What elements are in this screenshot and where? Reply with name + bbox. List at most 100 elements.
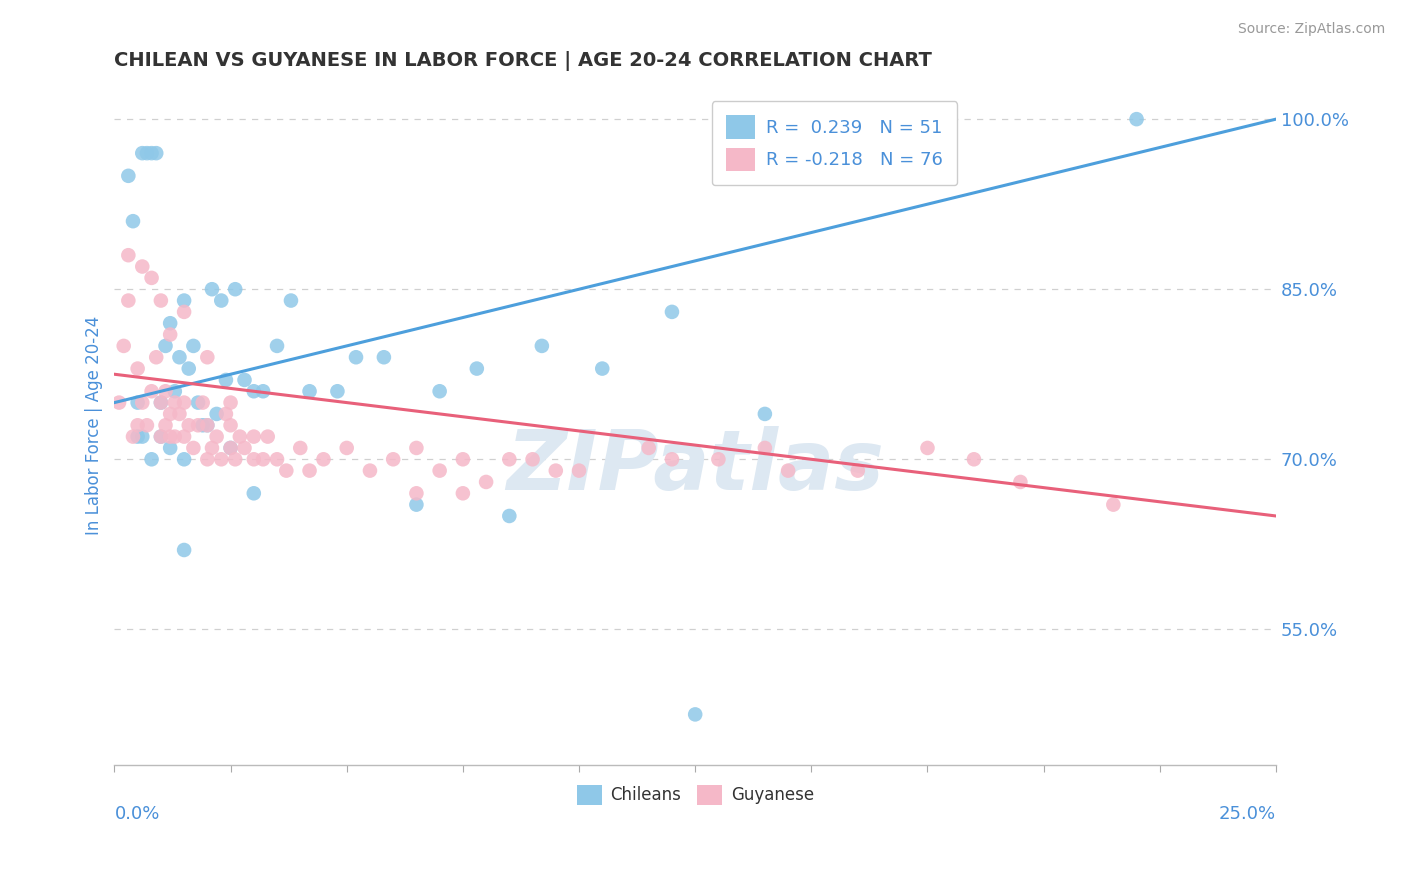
Point xyxy=(219,441,242,455)
Point xyxy=(754,441,776,455)
Point xyxy=(209,293,232,308)
Point xyxy=(846,464,869,478)
Point xyxy=(707,452,730,467)
Point xyxy=(233,373,256,387)
Point xyxy=(149,395,172,409)
Point xyxy=(429,464,451,478)
Point xyxy=(159,327,181,342)
Point xyxy=(127,429,149,443)
Point xyxy=(963,452,986,467)
Point xyxy=(183,339,205,353)
Point xyxy=(159,407,181,421)
Point xyxy=(145,146,167,161)
Point xyxy=(465,361,488,376)
Point xyxy=(205,429,228,443)
Point xyxy=(312,452,335,467)
Point xyxy=(173,305,195,319)
Point xyxy=(215,373,238,387)
Point xyxy=(177,361,200,376)
Point xyxy=(243,384,266,399)
Point xyxy=(201,282,224,296)
Point xyxy=(252,452,274,467)
Point xyxy=(141,384,163,399)
Point xyxy=(522,452,544,467)
Point xyxy=(163,384,186,399)
Point xyxy=(429,384,451,399)
Point xyxy=(661,305,683,319)
Point xyxy=(405,486,427,500)
Point xyxy=(276,464,298,478)
Point xyxy=(149,429,172,443)
Point xyxy=(159,441,181,455)
Point xyxy=(205,407,228,421)
Point xyxy=(108,395,131,409)
Point xyxy=(122,214,145,228)
Point xyxy=(127,418,149,433)
Point xyxy=(344,350,367,364)
Point xyxy=(530,339,553,353)
Point xyxy=(131,429,153,443)
Point xyxy=(195,418,218,433)
Text: CHILEAN VS GUYANESE IN LABOR FORCE | AGE 20-24 CORRELATION CHART: CHILEAN VS GUYANESE IN LABOR FORCE | AGE… xyxy=(114,51,932,70)
Point xyxy=(127,395,149,409)
Point xyxy=(209,452,232,467)
Point xyxy=(195,452,218,467)
Point xyxy=(155,418,177,433)
Point xyxy=(224,452,246,467)
Point xyxy=(1102,498,1125,512)
Point xyxy=(149,429,172,443)
Point xyxy=(187,418,209,433)
Text: 25.0%: 25.0% xyxy=(1219,805,1277,823)
Point xyxy=(141,146,163,161)
Point xyxy=(219,418,242,433)
Text: Source: ZipAtlas.com: Source: ZipAtlas.com xyxy=(1237,22,1385,37)
Point xyxy=(475,475,498,489)
Point xyxy=(451,486,474,500)
Point xyxy=(243,452,266,467)
Point xyxy=(173,395,195,409)
Point xyxy=(149,395,172,409)
Point xyxy=(159,316,181,330)
Point xyxy=(127,361,149,376)
Point xyxy=(195,418,218,433)
Point xyxy=(498,508,520,523)
Point xyxy=(359,464,381,478)
Point xyxy=(191,395,214,409)
Point xyxy=(215,407,238,421)
Point xyxy=(131,260,153,274)
Point xyxy=(1010,475,1032,489)
Point xyxy=(298,464,321,478)
Point xyxy=(122,429,145,443)
Point xyxy=(266,339,288,353)
Point xyxy=(917,441,939,455)
Point xyxy=(169,350,191,364)
Point xyxy=(405,498,427,512)
Point xyxy=(131,146,153,161)
Point xyxy=(177,418,200,433)
Point xyxy=(155,339,177,353)
Point xyxy=(1125,112,1147,127)
Point xyxy=(131,395,153,409)
Point xyxy=(136,146,159,161)
Point xyxy=(290,441,312,455)
Point xyxy=(637,441,659,455)
Point xyxy=(778,464,800,478)
Point xyxy=(155,384,177,399)
Point xyxy=(117,293,139,308)
Text: 0.0%: 0.0% xyxy=(114,805,160,823)
Point xyxy=(233,441,256,455)
Point xyxy=(373,350,395,364)
Point xyxy=(141,452,163,467)
Point xyxy=(163,429,186,443)
Point xyxy=(683,707,706,722)
Point xyxy=(568,464,591,478)
Point xyxy=(326,384,349,399)
Point xyxy=(173,293,195,308)
Y-axis label: In Labor Force | Age 20-24: In Labor Force | Age 20-24 xyxy=(86,316,103,535)
Point xyxy=(591,361,613,376)
Point xyxy=(266,452,288,467)
Point xyxy=(229,429,252,443)
Point xyxy=(219,441,242,455)
Point xyxy=(169,407,191,421)
Point xyxy=(544,464,567,478)
